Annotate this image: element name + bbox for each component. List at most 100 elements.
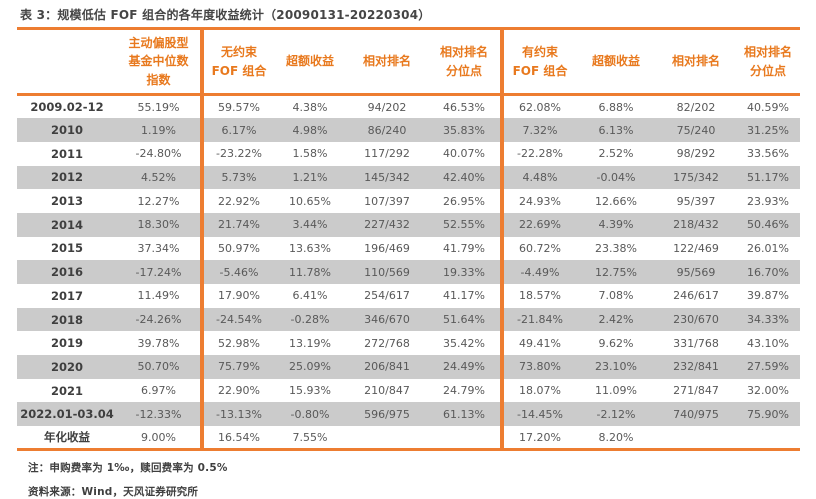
row-label: 2010 [50, 123, 83, 138]
table-row: 2013 12.27% 22.92% 10.65% 107/397 26.95% 24.93… [17, 189, 800, 213]
cell: 18.57% [500, 284, 576, 308]
cell: 34.33% [747, 313, 789, 327]
cell: 27.59% [747, 360, 789, 374]
cell: 4.48% [500, 165, 576, 190]
cell: 73.80% [500, 355, 576, 379]
cell: 17.90% [200, 284, 274, 308]
cell: 10.65% [289, 194, 331, 208]
cell: 22.69% [500, 212, 576, 237]
cell: 24.79% [443, 384, 485, 398]
row-label: 2012 [50, 170, 83, 185]
table-row: 2010 1.19% 6.17% 4.98% 86/240 35.83% 7.32% 6.13… [17, 118, 800, 142]
cell: 50.46% [747, 218, 789, 232]
row-label: 2013 [50, 194, 83, 209]
cell: 11.49% [137, 289, 180, 303]
cell: 227/432 [364, 218, 410, 232]
cell: -0.80% [290, 407, 330, 421]
cell: 19.33% [443, 265, 485, 279]
cell: -0.04% [596, 170, 636, 184]
cell: 98/292 [676, 147, 716, 161]
table-row: 2019 39.78% 52.98% 13.19% 272/768 35.42% 49.41… [17, 331, 800, 356]
cell: 59.57% [200, 94, 274, 119]
row-label: 2011 [50, 146, 83, 161]
cell: 35.42% [443, 336, 485, 350]
cell: 26.01% [747, 241, 789, 255]
cell: 11.78% [289, 265, 331, 279]
table-row: 2017 11.49% 17.90% 6.41% 254/617 41.17% 18.57%… [17, 284, 800, 308]
header-rank-percentile-2: 相对排名 分位点 [743, 44, 792, 78]
cell: 94/202 [367, 100, 407, 114]
report-table-page: 表 3：规模低估 FOF 组合的各年度收益统计（20090131-2022030… [0, 6, 816, 499]
cell: 210/847 [364, 384, 410, 398]
table-row: 2009.02-12 55.19% 59.57% 4.38% 94/202 46.53% 6… [17, 94, 800, 119]
header-relative-rank-2: 相对排名 [671, 54, 720, 69]
cell: 206/841 [364, 360, 410, 374]
cell: 218/432 [673, 218, 719, 232]
cell: 9.62% [598, 336, 634, 350]
cell: 740/975 [673, 407, 719, 421]
cell: 272/768 [364, 336, 410, 350]
cell: 110/569 [364, 265, 410, 279]
cell: 24.49% [443, 360, 485, 374]
cell: -5.46% [200, 260, 274, 284]
header-relative-rank-1: 相对排名 [362, 54, 411, 69]
cell: 117/292 [364, 147, 410, 161]
cell: 50.97% [200, 236, 274, 261]
cell: 51.17% [747, 170, 789, 184]
table-row: 2012 4.52% 5.73% 1.21% 145/342 42.40% 4.48% -0.… [17, 165, 800, 190]
cell: 15.93% [289, 384, 331, 398]
table-title: 表 3：规模低估 FOF 组合的各年度收益统计（20090131-2022030… [20, 8, 431, 22]
cell: 62.08% [500, 94, 576, 119]
cell: 35.83% [443, 123, 485, 137]
cell: 23.93% [747, 194, 789, 208]
cell: 6.97% [141, 384, 176, 398]
cell: 12.66% [595, 194, 637, 208]
cell: 1.19% [141, 123, 176, 137]
header-rank-percentile-1: 相对排名 分位点 [439, 44, 488, 78]
header-median-index: 主动偏股型 基金中位数 指数 [128, 35, 189, 87]
header-excess-return-1: 超额收益 [285, 54, 334, 69]
cell: -22.28% [500, 141, 576, 166]
table-row: 2018 -24.26% -24.54% -0.28% 346/670 51.64% -21… [17, 307, 800, 332]
cell: 86/240 [367, 123, 407, 137]
fee-note: 注：申购费率为 1‰，赎回费率为 0.5% [28, 462, 228, 475]
cell [656, 426, 736, 450]
cell: 49.41% [500, 331, 576, 356]
cell: -24.80% [135, 147, 182, 161]
cell: 31.25% [747, 123, 789, 137]
cell: 6.88% [598, 100, 634, 114]
cell: 82/202 [676, 100, 716, 114]
cell: 39.87% [747, 289, 789, 303]
cell: 23.10% [595, 360, 637, 374]
cell: 175/342 [673, 170, 719, 184]
cell: 95/397 [676, 194, 716, 208]
cell: 39.78% [137, 336, 180, 350]
cell: 41.17% [443, 289, 485, 303]
cell: -2.12% [596, 407, 636, 421]
cell: -0.28% [290, 313, 330, 327]
cell: 95/569 [676, 265, 716, 279]
cell: -12.33% [135, 407, 182, 421]
cell [346, 426, 428, 450]
cell: 46.53% [443, 100, 485, 114]
cell: -17.24% [135, 265, 182, 279]
table-row: 2015 37.34% 50.97% 13.63% 196/469 41.79% 60.72… [17, 236, 800, 261]
cell: 40.59% [747, 100, 789, 114]
header-excess-return-2: 超额收益 [591, 54, 640, 69]
cell: 9.00% [141, 430, 176, 444]
table-row: 2016 -17.24% -5.46% 11.78% 110/569 19.33% -4.4… [17, 260, 800, 284]
cell: 2.42% [598, 313, 634, 327]
source-note: 资料来源：Wind，天风证券研究所 [28, 486, 199, 499]
cell: 33.56% [747, 147, 789, 161]
row-label: 2015 [50, 241, 83, 256]
row-label: 年化收益 [44, 430, 90, 445]
cell: 331/768 [673, 336, 719, 350]
cell: 232/841 [673, 360, 719, 374]
cell: 24.93% [500, 189, 576, 213]
row-label: 2016 [50, 265, 83, 280]
cell: 254/617 [364, 289, 410, 303]
cell: 60.72% [500, 236, 576, 261]
header-row: 主动偏股型 基金中位数 指数 无约束 FOF 组合 超额收益 相对排名 相对排名… [17, 28, 800, 95]
row-label: 2020 [50, 359, 83, 374]
table-row: 2014 18.30% 21.74% 3.44% 227/432 52.55% 22.69%… [17, 212, 800, 237]
